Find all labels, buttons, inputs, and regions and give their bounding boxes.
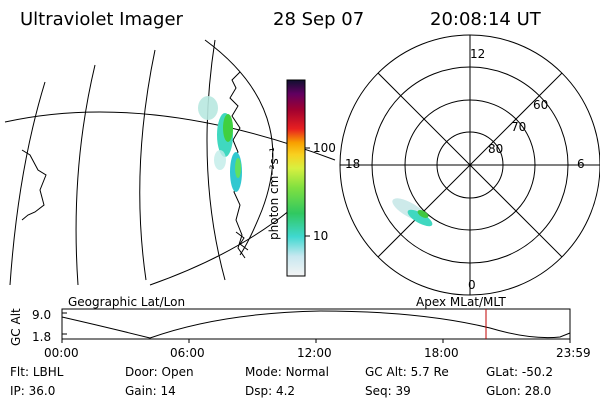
mlt-label-0: 0 [468,278,476,292]
date-label: 28 Sep 07 [273,9,365,30]
earth-limb [204,39,274,256]
status-dsp: Dsp: 4.2 [245,384,296,398]
colorbar-tick-100: 100 [313,141,336,155]
aurora-emission [198,96,242,192]
status-glat: GLat: -50.2 [486,365,553,379]
status-glon: GLon: 28.0 [486,384,552,398]
polar-axis [377,72,563,258]
longitude-line [139,49,156,281]
latitude-line [149,209,291,286]
polar-aurora [392,198,433,227]
timeline-ytick-max: 9.0 [32,308,52,322]
timeline-title-right: Apex MLat/MLT [416,295,506,309]
longitude-line [75,64,96,286]
altitude-trace [61,310,571,339]
mlt-label-6: 6 [577,157,585,171]
timeline-xtick: 00:00 [44,346,79,360]
mlt-label-18: 18 [345,157,361,171]
mlt-label-12: 12 [470,47,486,61]
status-gc-alt: GC Alt: 5.7 Re [365,365,449,379]
lat-label-80: 80 [488,142,504,156]
lat-label-60: 60 [533,98,549,112]
status-flt: Flt: LBHL [10,365,64,379]
timeline-frame [61,308,571,340]
coastline [235,231,249,251]
timeline-xtick: 18:00 [424,346,459,360]
timeline-xtick: 06:00 [170,346,205,360]
coastline [229,71,246,259]
timeline-title-left: Geographic Lat/Lon [68,295,186,309]
longitude-line [9,81,46,286]
status-door: Door: Open [125,365,194,379]
colorbar-tick-10: 10 [313,229,329,243]
longitude-line [206,39,226,281]
coastline [21,149,47,221]
timeline-xtick: 12:00 [297,346,332,360]
time-label: 20:08:14 UT [430,9,541,30]
status-ip: IP: 36.0 [10,384,56,398]
status-mode: Mode: Normal [245,365,329,379]
timeline-xtick: 23:59 [556,346,591,360]
status-seq: Seq: 39 [365,384,411,398]
lat-label-70: 70 [511,120,527,134]
status-gain: Gain: 14 [125,384,176,398]
instrument-title: Ultraviolet Imager [20,9,183,30]
timeline-ytick-min: 1.8 [32,330,52,344]
